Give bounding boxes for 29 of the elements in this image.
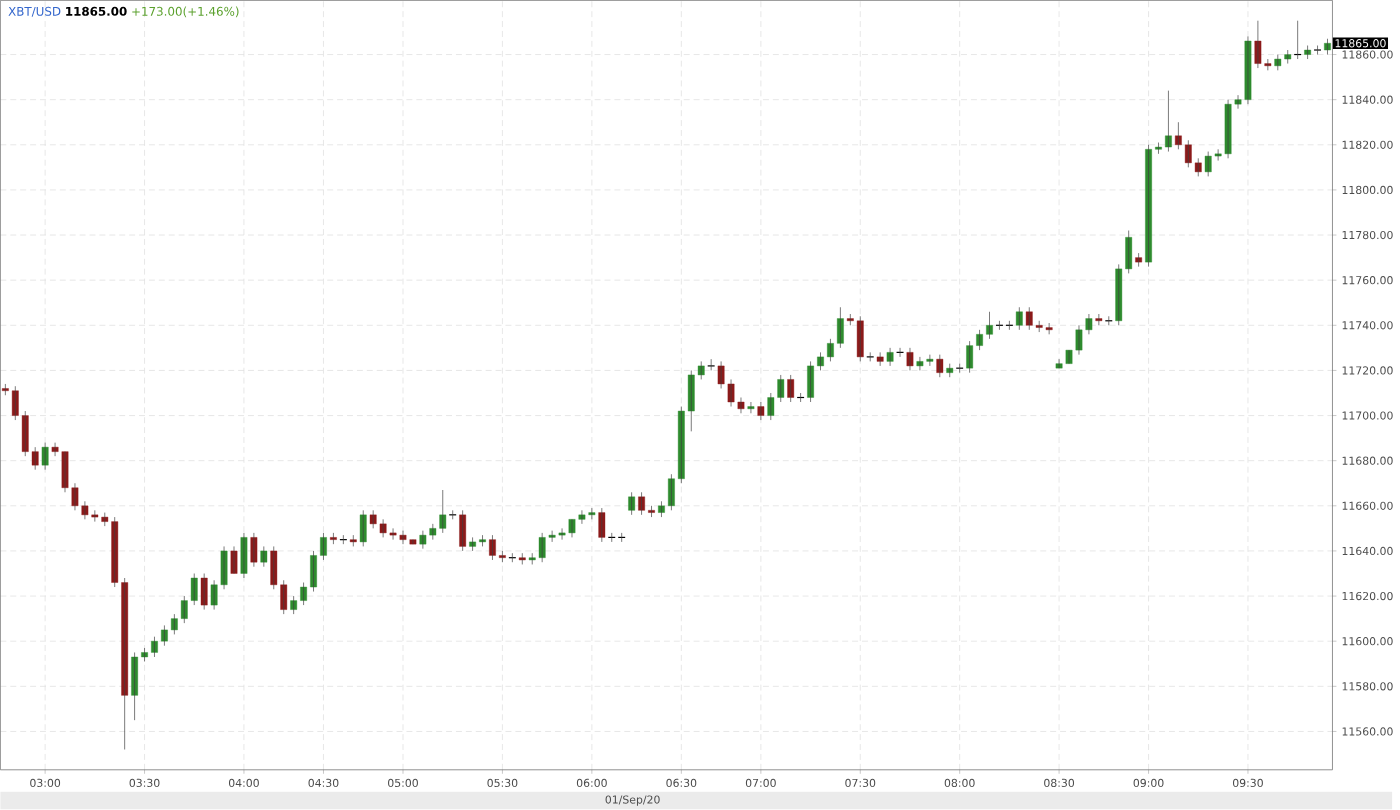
candlestick	[359, 510, 367, 547]
candlestick	[1313, 45, 1322, 56]
candlestick	[936, 354, 944, 378]
candlestick	[707, 359, 716, 371]
candlestick	[906, 347, 914, 371]
candlestick	[1304, 45, 1311, 60]
candlestick	[230, 546, 238, 575]
candlestick	[518, 553, 526, 566]
candlestick	[349, 535, 357, 547]
candlestick	[886, 347, 894, 367]
candlestick	[946, 363, 954, 378]
candlestick	[757, 401, 765, 421]
candlestick	[1015, 307, 1023, 331]
candlestick	[876, 352, 884, 367]
candlestick	[628, 492, 636, 516]
candlestick	[260, 546, 268, 568]
candlestick	[200, 573, 208, 611]
candlestick	[1095, 313, 1103, 326]
candlestick	[1135, 252, 1142, 268]
candlestick	[1324, 38, 1331, 56]
candlestick	[41, 442, 49, 471]
candlestick	[250, 532, 258, 568]
candlestick	[747, 401, 755, 414]
candlestick	[459, 510, 467, 552]
candlestick	[598, 507, 606, 543]
candlestick	[787, 374, 795, 403]
candlestick	[240, 532, 248, 579]
candlestick	[330, 532, 337, 545]
candlestick	[866, 352, 875, 362]
